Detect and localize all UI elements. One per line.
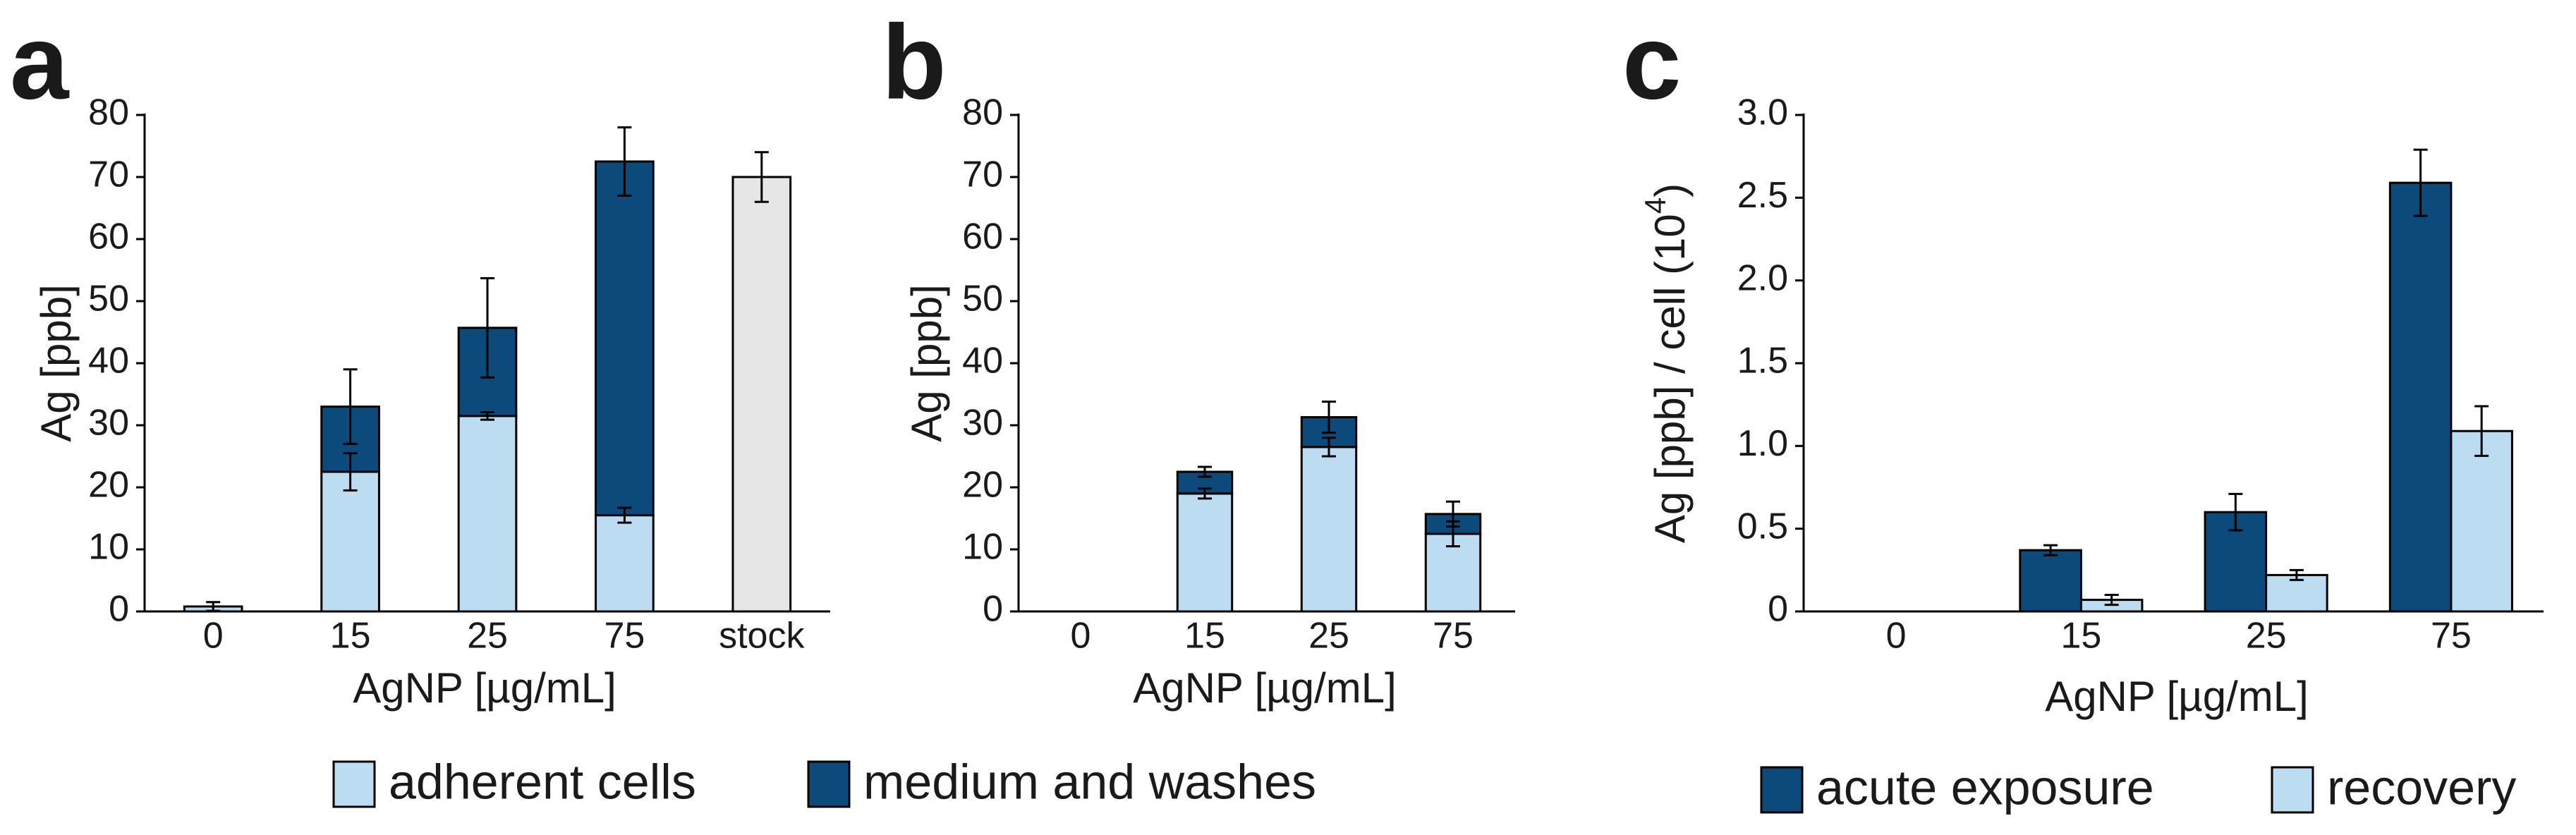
x-axis-title: AgNP [µg/mL] <box>1133 664 1397 712</box>
bar-segment <box>731 176 792 613</box>
bar-segment <box>1300 446 1358 613</box>
legend-label: recovery <box>2327 760 2516 815</box>
error-bar <box>2474 405 2489 457</box>
y-tick-label: 0 <box>109 589 129 630</box>
x-tick-label: 75 <box>1433 616 1474 657</box>
error-bar <box>617 126 632 197</box>
y-tick-label: 3.0 <box>1737 92 1788 133</box>
error-bar <box>2228 492 2243 532</box>
error-bar <box>1446 500 1460 528</box>
legend-label: medium and washes <box>863 754 1316 809</box>
y-tick-label: 10 <box>962 527 1003 568</box>
y-axis-title-text: Ag [ppb] <box>903 284 950 442</box>
legend-label: adherent cells <box>389 754 696 809</box>
y-tick-label: 0 <box>983 589 1003 630</box>
y-tick-label: 70 <box>88 154 129 195</box>
y-tick-label: 50 <box>88 279 129 319</box>
y-axis-title-text: Ag [ppb] <box>32 284 80 442</box>
bar-segment <box>595 514 655 613</box>
x-tick-label: stock <box>719 616 805 657</box>
y-axis-title-end: ) <box>1646 183 1694 197</box>
y-tick-label: 1.5 <box>1737 341 1788 382</box>
error-bar <box>1322 401 1336 434</box>
error-bar <box>2104 594 2119 607</box>
y-axis-title: Ag [ppb] <box>32 284 80 442</box>
x-tick-label: 15 <box>2060 616 2101 657</box>
y-tick-label: 50 <box>962 279 1003 319</box>
error-bar <box>1198 465 1212 478</box>
y-tick-label: 2.0 <box>1737 257 1788 298</box>
x-tick-label: 75 <box>2431 616 2472 657</box>
x-axis-title: AgNP [µg/mL] <box>2045 673 2309 720</box>
legend-swatch <box>332 760 376 808</box>
y-tick-label: 80 <box>88 92 129 133</box>
x-tick-label: 0 <box>1071 616 1091 657</box>
legend-swatch <box>2271 766 2314 814</box>
x-tick-label: 15 <box>330 616 371 657</box>
error-bar <box>480 411 494 421</box>
error-bar <box>617 506 632 524</box>
error-bar <box>343 452 358 492</box>
legend-label: acute exposure <box>1816 760 2154 815</box>
y-tick-label: 30 <box>88 403 129 444</box>
bar-segment <box>1176 492 1234 613</box>
x-tick-label: 15 <box>1184 616 1225 657</box>
x-tick-label: 75 <box>604 616 645 657</box>
bar <box>2019 549 2082 613</box>
error-bar <box>754 151 769 203</box>
x-tick-label: 0 <box>1886 616 1907 657</box>
error-bar <box>2289 568 2304 581</box>
x-axis-title: AgNP [µg/mL] <box>353 664 616 712</box>
y-tick-label: 10 <box>88 527 129 568</box>
bar <box>2450 429 2513 613</box>
y-tick-label: 60 <box>88 217 129 257</box>
y-axis-title: Ag [ppb] <box>903 284 950 442</box>
y-tick-label: 20 <box>962 465 1003 506</box>
y-axis-title: Ag [ppb] / cell (104) <box>1639 183 1694 543</box>
error-bar <box>2413 148 2428 217</box>
error-bar <box>343 368 358 445</box>
error-bar <box>1322 437 1336 458</box>
x-tick-label: 0 <box>203 616 224 657</box>
bar-segment <box>595 160 655 517</box>
y-tick-label: 40 <box>88 341 129 382</box>
x-tick-label: 25 <box>2246 616 2287 657</box>
y-tick-label: 30 <box>962 403 1003 444</box>
bar-segment <box>320 470 380 613</box>
y-tick-label: 1.0 <box>1737 423 1788 464</box>
legend-swatch <box>1760 766 1804 814</box>
legend-swatch <box>807 760 851 808</box>
panel-label: b <box>882 3 947 121</box>
y-axis-title-text: Ag [ppb] / cell (10 <box>1646 214 1694 543</box>
x-tick-label: 25 <box>1308 616 1349 657</box>
y-tick-label: 20 <box>88 465 129 506</box>
error-bar <box>2043 544 2058 556</box>
error-bar <box>1198 487 1212 500</box>
error-bar <box>480 276 494 379</box>
y-tick-label: 60 <box>962 217 1003 257</box>
y-tick-label: 70 <box>962 154 1003 195</box>
bar-segment <box>457 415 518 613</box>
panel-label: c <box>1622 3 1681 121</box>
y-tick-label: 0 <box>1768 589 1788 630</box>
y-tick-label: 0.5 <box>1737 506 1788 547</box>
panel-label: a <box>10 3 70 121</box>
x-tick-label: 25 <box>467 616 508 657</box>
y-tick-label: 40 <box>962 341 1003 382</box>
y-tick-label: 2.5 <box>1737 175 1788 216</box>
bar <box>2388 181 2453 613</box>
y-tick-label: 80 <box>962 92 1003 133</box>
y-axis-title-exponent: 4 <box>1639 197 1672 214</box>
